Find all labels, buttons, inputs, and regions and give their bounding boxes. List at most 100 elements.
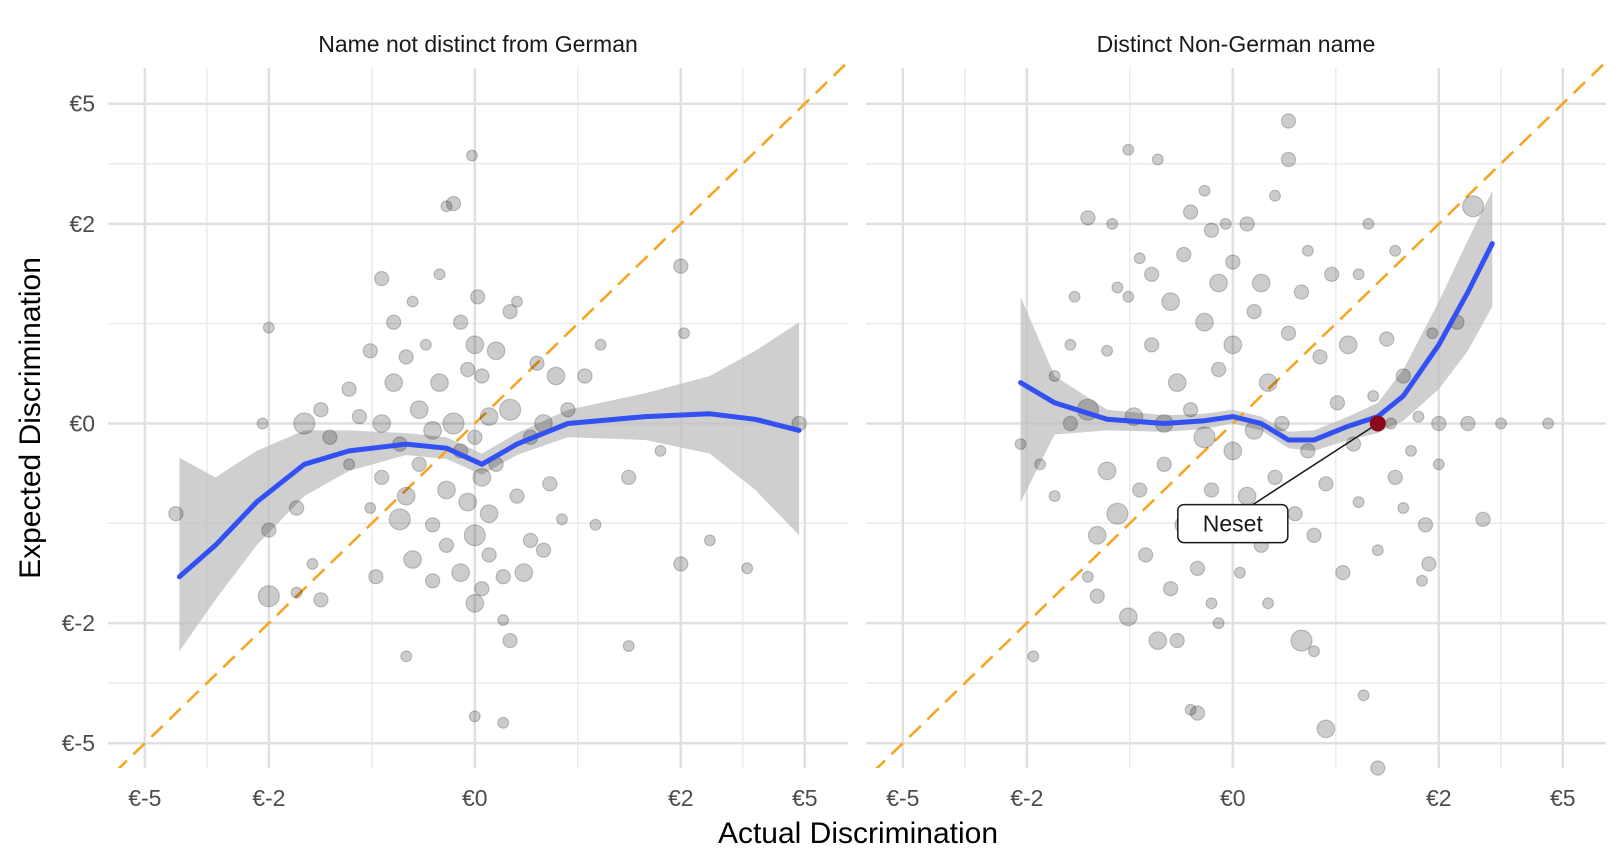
y-tick-label: €5 — [69, 91, 95, 117]
data-point — [486, 341, 506, 361]
data-point — [423, 421, 443, 440]
data-point — [1412, 410, 1425, 423]
data-point — [1387, 469, 1403, 486]
data-point — [499, 398, 522, 421]
data-point — [1027, 650, 1040, 663]
data-point — [1312, 349, 1328, 365]
data-point — [677, 327, 690, 340]
highlighted-point — [1369, 415, 1386, 432]
data-point — [1370, 760, 1386, 776]
data-point — [313, 402, 329, 418]
data-point — [1352, 268, 1365, 281]
x-axis-title: Actual Discrimination — [718, 817, 998, 850]
x-tick-label: €2 — [668, 785, 694, 811]
data-point — [1287, 506, 1303, 522]
data-point — [168, 506, 184, 522]
x-tick-label: €-5 — [886, 785, 919, 811]
data-point — [1323, 266, 1340, 282]
data-point — [1293, 284, 1310, 300]
data-point — [1258, 373, 1278, 393]
data-point — [703, 534, 716, 547]
data-point — [1156, 456, 1172, 472]
x-tick-label: €5 — [1550, 785, 1576, 811]
data-point — [1143, 337, 1160, 353]
data-point — [452, 314, 469, 330]
data-point — [1106, 502, 1129, 525]
data-point — [398, 349, 414, 365]
data-point — [1209, 273, 1228, 293]
data-point — [1210, 361, 1227, 378]
data-point — [1034, 458, 1047, 471]
data-point — [1189, 560, 1206, 577]
data-point — [514, 563, 534, 582]
data-point — [1280, 151, 1297, 168]
data-point — [1122, 143, 1135, 156]
data-point — [313, 592, 329, 608]
x-tick-label: €5 — [792, 785, 818, 811]
data-point — [1064, 338, 1077, 351]
data-point — [1182, 402, 1199, 418]
data-point — [1212, 617, 1225, 630]
annotation-label: Neset — [1203, 511, 1264, 537]
data-point — [364, 502, 377, 515]
y-tick-label: €-5 — [62, 730, 95, 756]
data-point — [1280, 325, 1297, 341]
data-point — [306, 557, 319, 570]
data-point — [1338, 335, 1358, 355]
data-point — [1460, 415, 1476, 432]
data-point — [1143, 266, 1160, 282]
data-point — [502, 303, 518, 320]
data-point — [1431, 415, 1447, 432]
data-point — [1371, 544, 1384, 557]
data-point — [386, 314, 402, 330]
data-point — [1198, 184, 1211, 197]
data-point — [1118, 607, 1138, 627]
data-point — [257, 585, 280, 608]
data-point — [1219, 217, 1232, 230]
data-point — [262, 321, 275, 334]
data-point — [1162, 581, 1179, 597]
data-point — [1169, 632, 1185, 649]
data-point — [388, 508, 411, 531]
data-point — [1122, 290, 1135, 303]
reference-line-y-equals-x — [875, 60, 1606, 768]
data-point — [430, 373, 449, 393]
data-point — [433, 268, 446, 281]
data-point — [1237, 486, 1257, 506]
data-point — [1300, 443, 1316, 459]
data-point — [502, 632, 518, 649]
data-point — [400, 650, 413, 663]
data-point — [474, 581, 490, 597]
data-point — [440, 200, 453, 213]
data-point — [1251, 273, 1271, 293]
data-point — [1246, 303, 1262, 320]
x-tick-label: €-2 — [1010, 785, 1043, 811]
data-point — [351, 408, 368, 425]
data-point — [1081, 570, 1094, 583]
data-point — [1097, 461, 1117, 481]
reference-line-y-equals-x — [117, 60, 848, 768]
data-point — [1189, 705, 1206, 721]
data-point — [479, 504, 499, 524]
data-point — [374, 270, 390, 287]
data-point — [1357, 689, 1370, 702]
x-tick-label: €0 — [462, 785, 488, 811]
data-point — [341, 381, 357, 397]
data-point — [1193, 426, 1216, 449]
confidence-band — [179, 322, 800, 652]
y-axis-title: Expected Discrimination — [14, 257, 47, 579]
data-point — [1378, 331, 1395, 347]
data-point — [1014, 438, 1027, 451]
data-point — [261, 522, 277, 538]
data-point — [1542, 417, 1555, 430]
data-point — [1421, 556, 1437, 572]
data-point — [1080, 210, 1096, 226]
data-point — [460, 361, 476, 378]
data-point — [1362, 217, 1375, 230]
data-point — [497, 613, 510, 626]
data-point — [409, 400, 429, 420]
data-point — [1225, 254, 1241, 270]
data-point — [529, 355, 545, 371]
data-point — [1316, 719, 1336, 739]
